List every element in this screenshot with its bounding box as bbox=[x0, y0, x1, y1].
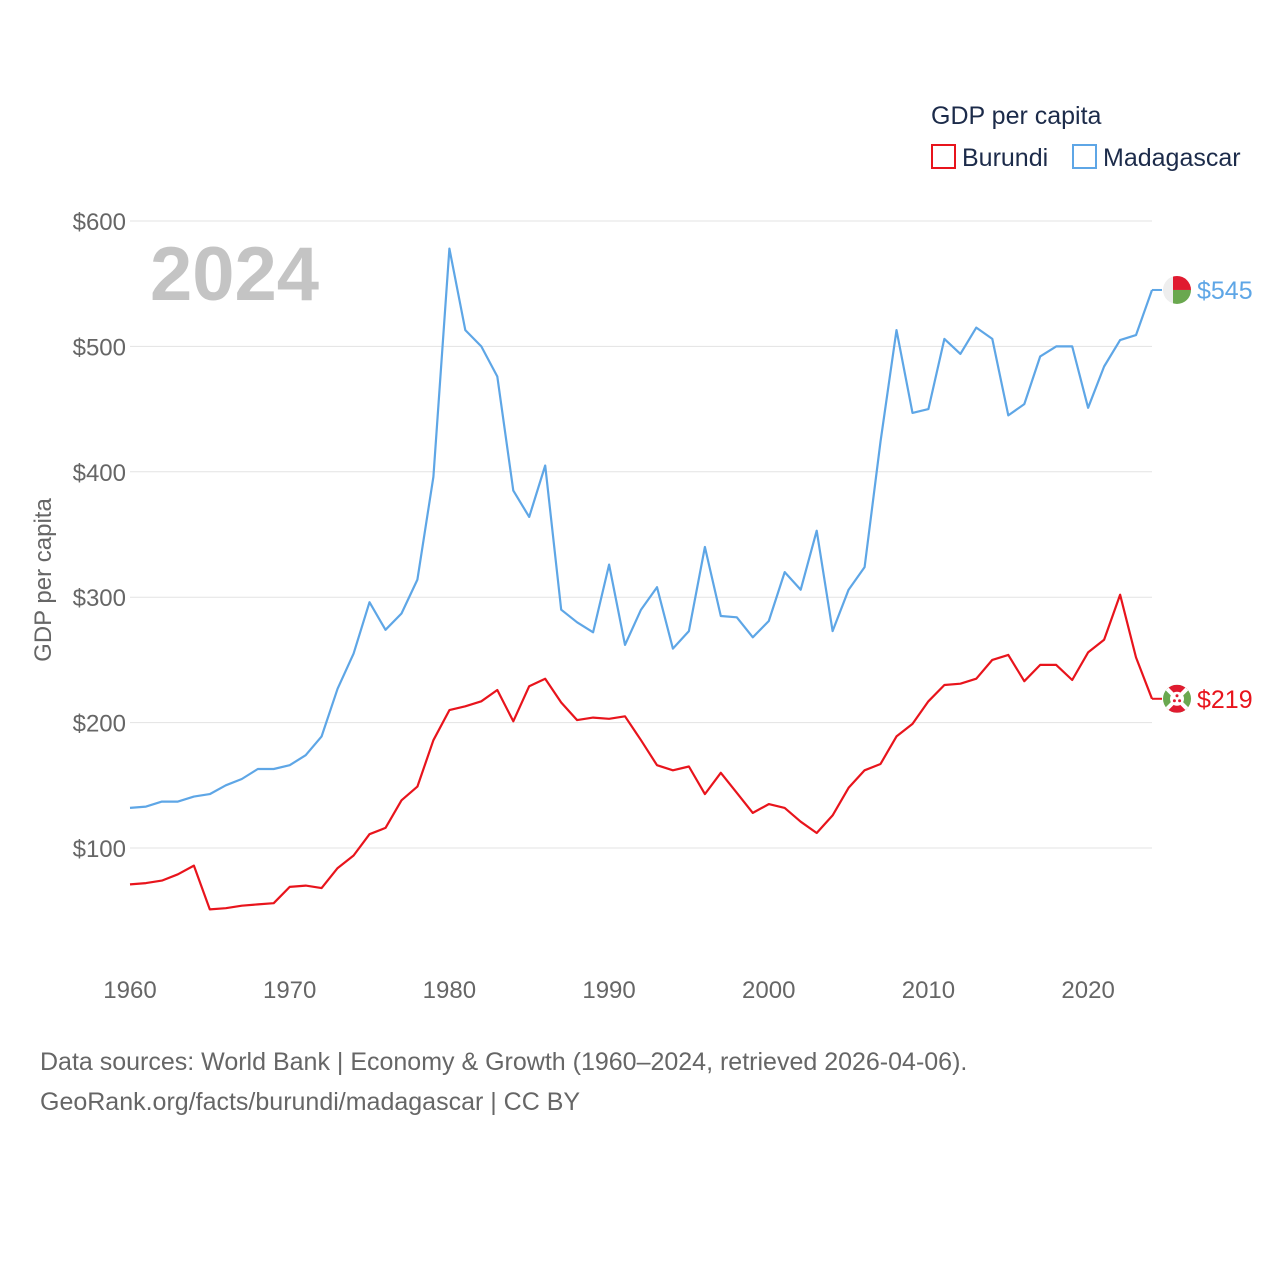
year-watermark: 2024 bbox=[150, 232, 319, 317]
series-end-labels: $219 $545 bbox=[1152, 275, 1253, 714]
x-axis-ticks: 1960 1970 1980 1990 2000 2010 2020 bbox=[103, 977, 1115, 1004]
burundi-flag-icon bbox=[1163, 684, 1191, 713]
legend: GDP per capita Burundi Madagascar bbox=[931, 102, 1241, 172]
series-lines bbox=[129, 247, 1154, 911]
y-tick-label: $300 bbox=[73, 585, 126, 612]
y-tick-label: $500 bbox=[73, 334, 126, 361]
legend-swatch-burundi bbox=[931, 144, 956, 169]
x-tick-label: 1960 bbox=[103, 977, 156, 1004]
x-tick-label: 2010 bbox=[902, 977, 955, 1004]
x-tick-label: 1990 bbox=[582, 977, 635, 1004]
end-value-label-madagascar: $545 bbox=[1197, 277, 1253, 305]
y-axis-label: GDP per capita bbox=[30, 498, 57, 662]
madagascar-flag-icon bbox=[1163, 275, 1191, 304]
end-value-label-burundi: $219 bbox=[1197, 686, 1253, 714]
grid-lines bbox=[130, 220, 1152, 849]
legend-label-burundi: Burundi bbox=[962, 144, 1048, 172]
series-line-madagascar[interactable] bbox=[129, 247, 1154, 809]
data-source-footer: Data sources: World Bank | Economy & Gro… bbox=[40, 1042, 967, 1122]
y-axis-ticks: $100 $200 $300 $400 $500 $600 bbox=[73, 209, 126, 863]
legend-item-madagascar[interactable]: Madagascar bbox=[1072, 144, 1241, 172]
source-line: Data sources: World Bank | Economy & Gro… bbox=[40, 1048, 968, 1076]
x-tick-label: 1970 bbox=[263, 977, 316, 1004]
y-tick-label: $100 bbox=[73, 836, 126, 863]
legend-title: GDP per capita bbox=[931, 102, 1102, 130]
legend-label-madagascar: Madagascar bbox=[1103, 144, 1241, 172]
legend-swatch-madagascar bbox=[1072, 144, 1097, 169]
y-tick-label: $600 bbox=[73, 209, 126, 236]
series-line-burundi[interactable] bbox=[129, 593, 1154, 911]
legend-item-burundi[interactable]: Burundi bbox=[931, 144, 1048, 172]
y-tick-label: $200 bbox=[73, 711, 126, 738]
x-tick-label: 2020 bbox=[1061, 977, 1114, 1004]
source-url-line[interactable]: GeoRank.org/facts/burundi/madagascar | C… bbox=[40, 1088, 581, 1116]
y-tick-label: $400 bbox=[73, 460, 126, 487]
line-chart: 2024 $100$200$300$400$500$600 1960 1970 19… bbox=[30, 102, 1253, 1004]
x-tick-label: 2000 bbox=[742, 977, 795, 1004]
x-tick-label: 1980 bbox=[423, 977, 476, 1004]
